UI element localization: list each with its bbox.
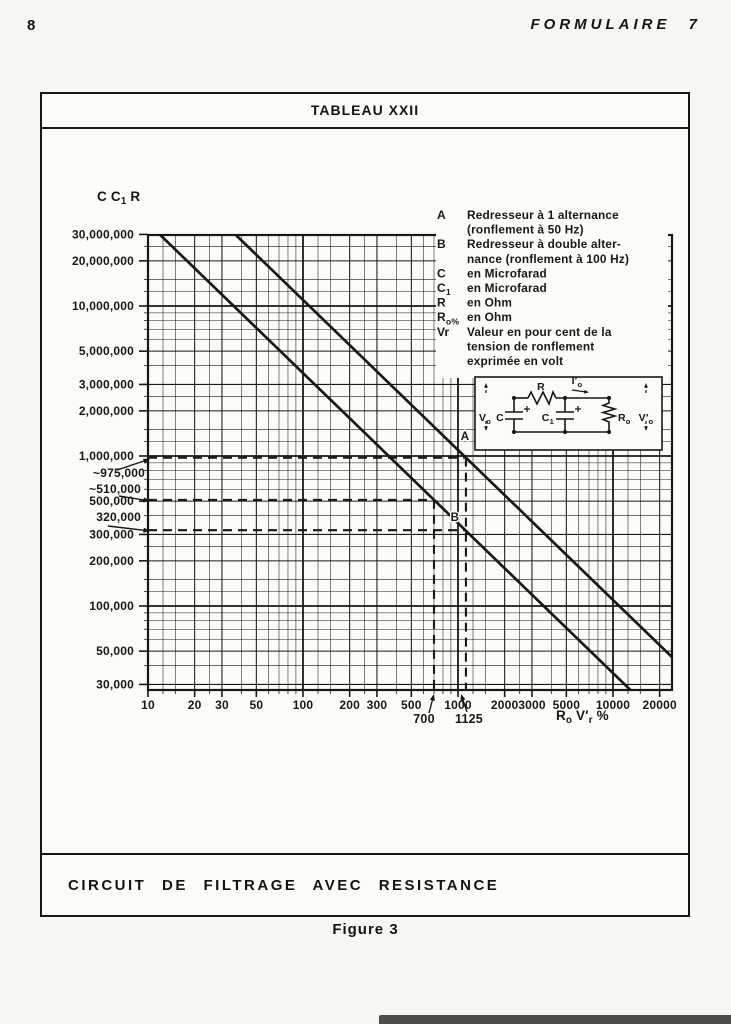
svg-text:en Microfarad: en Microfarad — [467, 266, 547, 280]
svg-text:Ro V′r %: Ro V′r % — [556, 708, 609, 726]
axis-ticks-labels: 10 20 30 50 100 200 300 500 1000 2000 3000 5000 1000… — [72, 227, 677, 712]
svg-text:R: R — [537, 381, 545, 393]
svg-text:Ro%: Ro% — [437, 310, 459, 326]
panel-title: TABLEAU XXII — [42, 94, 688, 129]
svg-text:500,000: 500,000 — [89, 494, 134, 508]
svg-text:20000: 20000 — [642, 698, 676, 712]
curves: AB — [159, 234, 673, 691]
y-axis-title: C C1 R — [97, 189, 140, 207]
legend-block: A Redresseur à 1 alternance(ronflement à … — [437, 208, 629, 368]
journal-header: FORMULAIRE 7 — [530, 16, 701, 33]
svg-text:tension de ronflement: tension de ronflement — [467, 339, 594, 353]
svg-text:C: C — [496, 412, 504, 424]
svg-text:C1: C1 — [542, 412, 554, 426]
svg-text:2,000,000: 2,000,000 — [79, 404, 134, 418]
grid — [146, 233, 674, 692]
svg-text:(ronflement à 50 Hz): (ronflement à 50 Hz) — [467, 223, 584, 237]
svg-text:nance (ronflement à 100 Hz): nance (ronflement à 100 Hz) — [467, 252, 629, 266]
svg-text:A: A — [461, 431, 470, 443]
svg-text:100,000: 100,000 — [89, 599, 134, 613]
svg-text:A: A — [437, 208, 446, 222]
svg-text:200,000: 200,000 — [89, 554, 134, 568]
svg-text:5000: 5000 — [553, 698, 581, 712]
inset-circuit: Vo C R C1 I′o Ro V′o — [479, 375, 655, 435]
annotations: ~975,000 ~510,000 320,000 700 1125 — [89, 456, 483, 726]
svg-text:300,000: 300,000 — [89, 527, 134, 541]
svg-text:Ro: Ro — [618, 412, 631, 426]
svg-text:20: 20 — [188, 698, 202, 712]
svg-text:R: R — [437, 296, 446, 310]
svg-text:~975,000: ~975,000 — [93, 466, 145, 480]
svg-text:Vo: Vo — [479, 412, 491, 426]
page-number: 8 — [27, 17, 36, 34]
svg-text:100: 100 — [293, 698, 314, 712]
svg-text:30: 30 — [215, 698, 229, 712]
svg-text:Valeur en pour cent de la: Valeur en pour cent de la — [467, 325, 612, 339]
svg-text:B: B — [437, 237, 446, 251]
svg-text:2000: 2000 — [491, 698, 519, 712]
svg-text:C C1 R: C C1 R — [97, 189, 140, 207]
svg-text:B: B — [451, 512, 460, 524]
svg-text:300: 300 — [367, 698, 388, 712]
svg-text:5,000,000: 5,000,000 — [79, 344, 134, 358]
svg-text:1000: 1000 — [444, 698, 472, 712]
svg-text:en Microfarad: en Microfarad — [467, 281, 547, 295]
svg-text:20,000,000: 20,000,000 — [72, 254, 134, 268]
svg-text:1125: 1125 — [455, 712, 483, 726]
svg-text:C1: C1 — [437, 281, 451, 297]
scan-edge-artifact — [379, 1015, 731, 1024]
whiteout-boxes — [436, 203, 668, 451]
svg-text:10: 10 — [141, 698, 155, 712]
svg-text:C: C — [437, 266, 446, 280]
svg-text:700: 700 — [413, 712, 434, 726]
svg-text:10000: 10000 — [596, 698, 630, 712]
svg-text:50,000: 50,000 — [96, 644, 134, 658]
svg-text:3,000,000: 3,000,000 — [79, 377, 134, 391]
svg-text:200: 200 — [339, 698, 360, 712]
svg-text:320,000: 320,000 — [96, 510, 141, 524]
svg-text:Redresseur à 1 alternance: Redresseur à 1 alternance — [467, 208, 619, 222]
svg-text:30,000: 30,000 — [96, 677, 134, 691]
svg-text:3000: 3000 — [518, 698, 546, 712]
svg-text:Redresseur à double alter-: Redresseur à double alter- — [467, 237, 621, 251]
svg-text:500: 500 — [401, 698, 422, 712]
x-axis-title: Ro V′r % — [556, 708, 609, 726]
panel-caption: CIRCUIT DE FILTRAGE AVEC RESISTANCE — [42, 853, 688, 915]
svg-text:I′o: I′o — [572, 375, 583, 389]
svg-text:50: 50 — [249, 698, 263, 712]
svg-text:en Ohm: en Ohm — [467, 310, 512, 324]
svg-text:exprimée en volt: exprimée en volt — [467, 354, 563, 368]
svg-text:en Ohm: en Ohm — [467, 296, 512, 310]
svg-text:~510,000: ~510,000 — [89, 482, 141, 496]
svg-text:30,000,000: 30,000,000 — [72, 227, 134, 241]
svg-text:10,000,000: 10,000,000 — [72, 299, 134, 313]
svg-text:V′o: V′o — [639, 412, 654, 426]
svg-text:Vr: Vr — [437, 325, 450, 339]
figure-number-label: Figure 3 — [332, 921, 399, 938]
svg-text:1,000,000: 1,000,000 — [79, 449, 134, 463]
